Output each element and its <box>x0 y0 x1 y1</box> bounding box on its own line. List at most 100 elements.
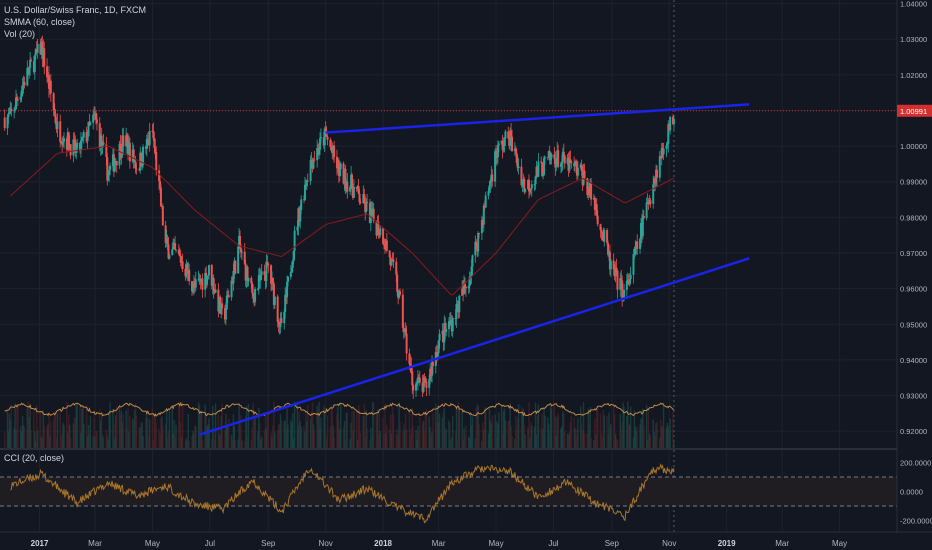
candle-body <box>561 151 564 162</box>
candle-body <box>300 199 303 210</box>
candle-body <box>171 249 174 256</box>
time-axis[interactable]: 2017 Mar May Jul Sep Nov 2018 Mar May Jul Sep Nov 20… <box>0 531 932 548</box>
volume-bar <box>555 435 557 449</box>
candle-body <box>599 224 602 231</box>
volume-bar <box>557 413 559 449</box>
volume-bar <box>199 411 202 449</box>
volume-bar <box>247 403 250 449</box>
trendlines[interactable] <box>199 103 750 436</box>
volume-bar <box>408 409 411 449</box>
candle-body <box>645 202 648 219</box>
volume-bar <box>336 413 338 449</box>
price-tick-label: 0.94000 <box>900 356 927 365</box>
candle-body <box>207 275 210 277</box>
volume-bar <box>478 424 480 449</box>
candle-body <box>79 140 82 151</box>
candle-body <box>530 184 533 189</box>
volume-bar <box>567 435 570 449</box>
volume-bar <box>260 436 263 449</box>
volume-bar <box>296 401 299 449</box>
candle-body <box>206 276 209 285</box>
candle-body <box>72 139 75 156</box>
volume-bar <box>430 434 432 449</box>
current-price-label: 1.00991 <box>900 107 927 116</box>
volume-bar <box>359 433 362 449</box>
volume-bar <box>522 408 525 449</box>
volume-bar <box>141 422 143 449</box>
candle-body <box>271 277 274 284</box>
candle-body <box>431 362 434 376</box>
smma-indicator-label[interactable]: SMMA (60, close) <box>4 17 76 27</box>
volume-bar <box>105 429 108 449</box>
volume-bar <box>185 438 188 449</box>
candle-body <box>21 85 24 91</box>
volume-bar <box>577 418 579 449</box>
candle-body <box>168 255 171 259</box>
volume-bar <box>151 408 154 449</box>
candle-body <box>172 246 175 250</box>
volume-bar <box>270 432 272 449</box>
volume-bar <box>306 421 308 449</box>
volume-bar <box>531 425 533 449</box>
volume-bar <box>634 426 637 449</box>
volume-bar <box>544 415 546 449</box>
volume-bar <box>484 407 486 449</box>
candle-body <box>543 157 546 159</box>
candle-body <box>396 274 399 292</box>
price-axis[interactable]: 1.040001.030001.020001.010001.000000.990… <box>896 0 932 550</box>
candle-body <box>632 254 635 275</box>
candle-body <box>109 166 112 170</box>
volume-bar <box>514 438 516 449</box>
candle-body <box>555 160 558 168</box>
candle-body <box>62 141 65 145</box>
candle-body <box>379 228 382 236</box>
volume-bar <box>171 407 173 449</box>
volume-bar <box>465 425 467 449</box>
candle-body <box>256 288 259 290</box>
volume-bar <box>643 425 645 449</box>
volume-bar <box>27 401 29 449</box>
volume-bar <box>133 410 136 449</box>
candle-body <box>516 163 519 169</box>
volume-bar <box>118 404 121 449</box>
volume-bar <box>80 432 82 449</box>
volume-bar <box>155 423 157 449</box>
volume-bar <box>516 427 518 449</box>
candle-body <box>633 253 636 255</box>
volume-bar <box>596 407 598 449</box>
volume-bar <box>188 440 190 449</box>
volume-bar <box>101 434 104 449</box>
volume-bar <box>541 413 543 449</box>
candle-body <box>456 303 459 305</box>
volume-bar <box>67 432 69 449</box>
volume-indicator-label[interactable]: Vol (20) <box>4 29 36 39</box>
symbol-title[interactable]: U.S. Dollar/Swiss Franc, 1D, FXCM <box>4 5 147 15</box>
volume-bar <box>120 410 123 449</box>
volume-bar <box>42 410 44 449</box>
volume-bar <box>623 406 625 449</box>
candle-body <box>482 205 485 225</box>
candle-body <box>49 80 52 94</box>
price-axis-background <box>897 0 932 550</box>
volume-bar <box>390 433 393 449</box>
volume-bar <box>607 434 609 449</box>
candle-body <box>641 216 644 237</box>
candle-body <box>155 151 158 171</box>
volume-bar <box>566 433 569 449</box>
volume-bar <box>267 411 269 449</box>
volume-bar <box>298 411 301 449</box>
volume-bar <box>641 418 643 449</box>
volume-bar <box>95 430 97 449</box>
volume-bar <box>411 407 413 449</box>
volume-bar <box>521 415 524 449</box>
volume-bar <box>573 417 575 449</box>
candle-body <box>28 67 31 75</box>
cci-indicator-label[interactable]: CCI (20, close) <box>4 453 65 463</box>
price-tick-label: 1.04000 <box>900 0 927 9</box>
candle-body <box>142 146 145 166</box>
volume-bar <box>333 437 335 449</box>
cci-band <box>0 477 897 506</box>
time-tick-label: Mar <box>88 539 102 548</box>
volume-bar <box>297 424 300 449</box>
